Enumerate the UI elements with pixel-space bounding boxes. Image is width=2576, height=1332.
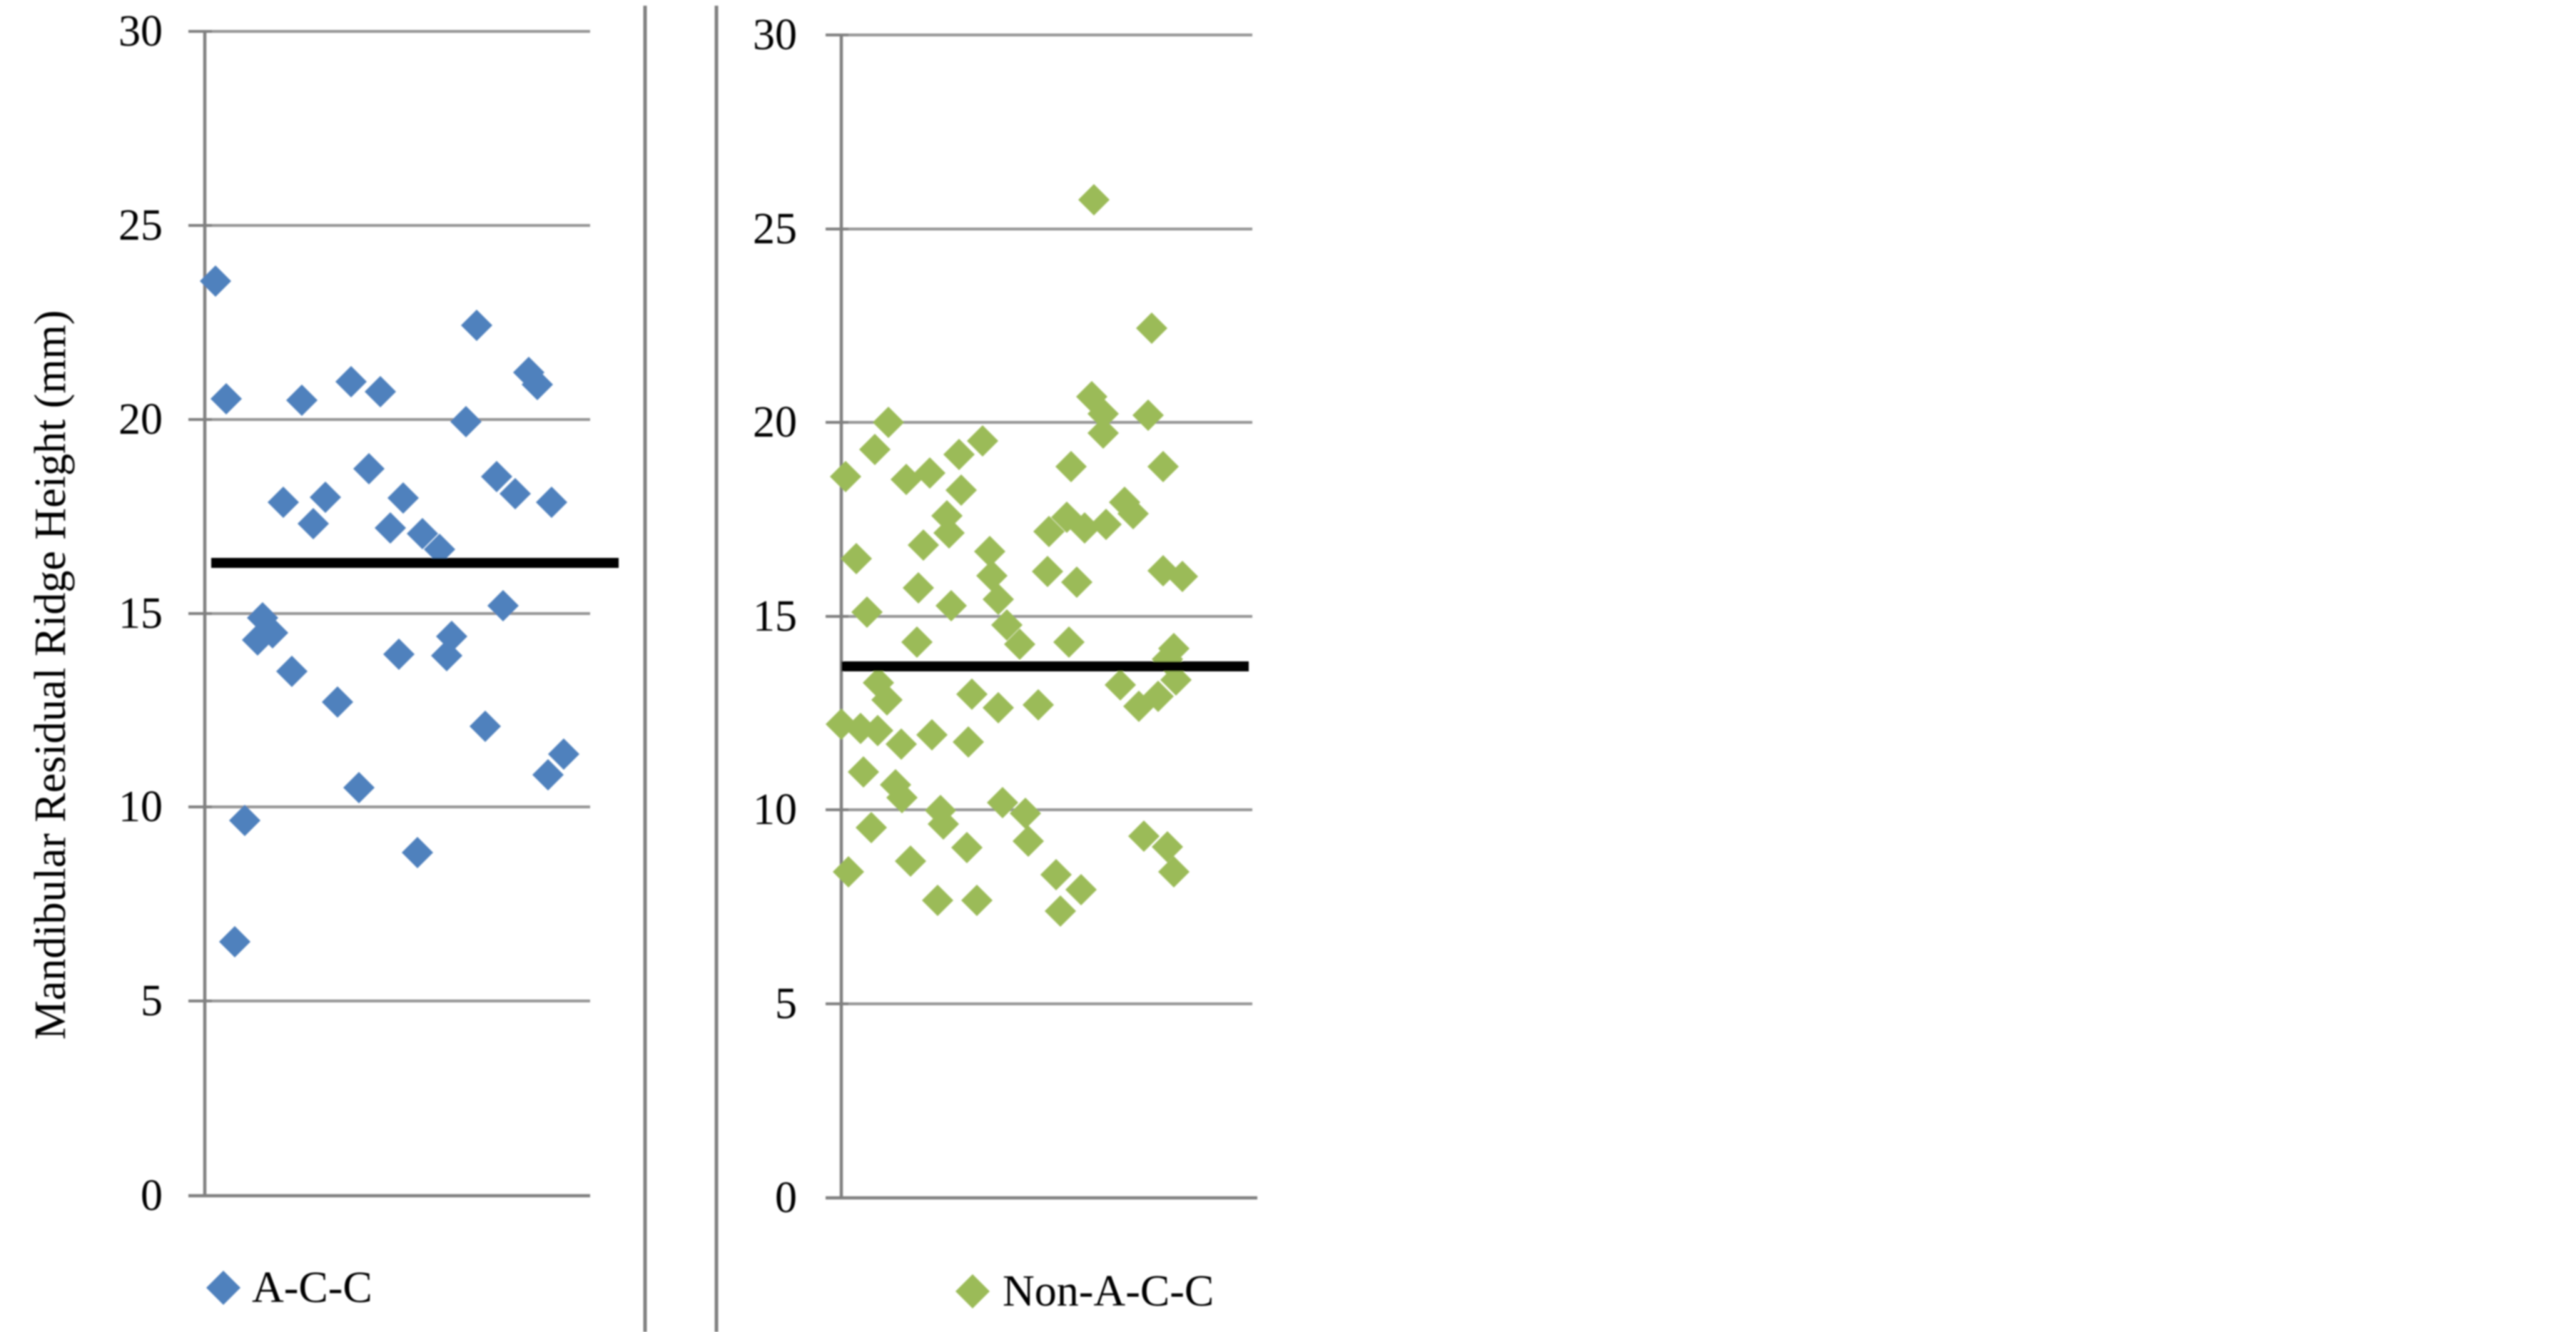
svg-text:0: 0 <box>141 1171 163 1220</box>
svg-text:0: 0 <box>775 1174 797 1222</box>
svg-text:15: 15 <box>118 589 163 638</box>
svg-text:10: 10 <box>118 783 163 831</box>
svg-text:20: 20 <box>753 398 797 447</box>
svg-text:Non-A-C-C: Non-A-C-C <box>1003 1267 1214 1316</box>
svg-text:5: 5 <box>141 977 163 1025</box>
svg-text:25: 25 <box>118 201 163 250</box>
svg-text:30: 30 <box>118 7 163 56</box>
svg-text:5: 5 <box>775 980 797 1028</box>
svg-text:A-C-C: A-C-C <box>252 1264 372 1312</box>
svg-text:10: 10 <box>753 786 797 834</box>
svg-text:20: 20 <box>118 395 163 444</box>
svg-text:30: 30 <box>753 11 797 59</box>
svg-text:Mandibular Residual Ridge Heig: Mandibular Residual Ridge Height (mm) <box>26 310 75 1040</box>
svg-text:25: 25 <box>753 205 797 253</box>
svg-text:15: 15 <box>753 592 797 641</box>
